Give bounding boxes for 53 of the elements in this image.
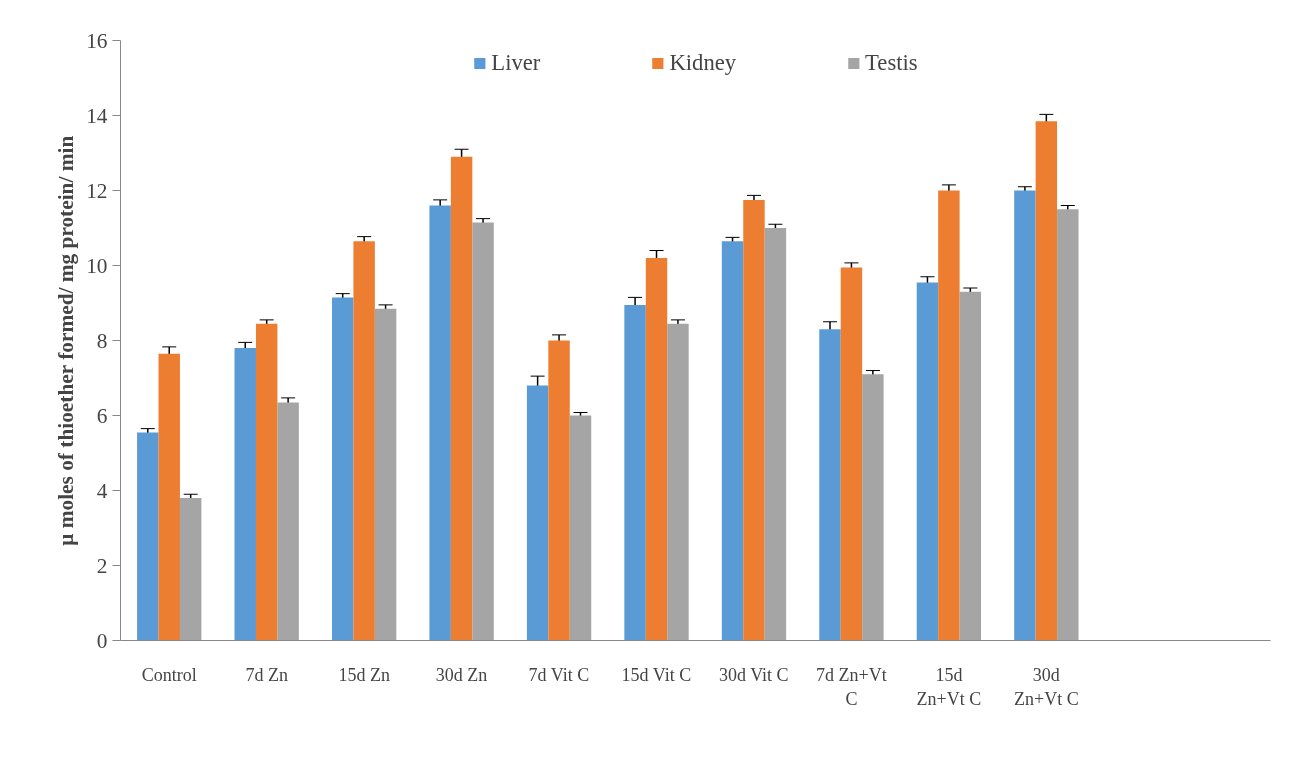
legend-label: Kidney <box>669 50 737 76</box>
bar <box>179 498 202 641</box>
x-tick-label: 30d Zn <box>435 664 488 685</box>
bar <box>255 323 278 641</box>
x-tick-label: 30d Zn+Vt C <box>1014 664 1079 709</box>
bar <box>158 353 180 641</box>
x-tick-label: 15d Zn <box>338 664 390 685</box>
bar <box>569 415 592 641</box>
x-tick-label: Control <box>141 664 197 685</box>
bar <box>234 348 256 641</box>
bar <box>1057 209 1079 641</box>
x-tick-label: 15d Vit C <box>621 664 692 685</box>
bar <box>472 222 494 641</box>
bar <box>938 190 960 641</box>
bar <box>548 340 570 641</box>
y-tick-label: 10 <box>86 253 108 278</box>
y-tick-label: 0 <box>96 628 108 653</box>
bar <box>374 308 397 641</box>
y-tick-label: 12 <box>86 178 108 203</box>
bar <box>862 374 884 641</box>
bar <box>840 267 863 641</box>
bar <box>743 199 765 641</box>
y-tick-label: 16 <box>86 28 108 53</box>
legend-label: Liver <box>491 50 541 76</box>
x-tick-label: 15d Zn+Vt C <box>916 664 982 709</box>
bar <box>721 241 744 641</box>
bar <box>450 156 473 641</box>
bar <box>916 282 939 641</box>
bar <box>819 329 841 641</box>
y-tick-label: 6 <box>96 403 108 428</box>
x-tick-label: 7d Vit C <box>528 664 590 685</box>
bar <box>624 304 646 641</box>
bar <box>645 258 668 641</box>
bar <box>764 228 787 641</box>
bar <box>277 402 299 641</box>
bar <box>667 323 689 641</box>
bar <box>959 291 982 641</box>
x-tick-label: 7d Zn <box>245 664 288 685</box>
y-tick-label: 4 <box>96 478 108 503</box>
x-tick-label: 30d Vit C <box>719 664 789 685</box>
bar <box>1014 190 1036 641</box>
bar <box>353 241 375 641</box>
bar <box>331 297 354 641</box>
bar <box>429 205 451 641</box>
y-tick-label: 2 <box>96 553 108 578</box>
bar <box>137 432 159 641</box>
bar <box>1035 121 1058 641</box>
bar <box>526 385 549 641</box>
y-tick-label: 8 <box>96 328 108 353</box>
legend-label: Testis <box>865 50 918 76</box>
y-tick-label: 14 <box>86 103 108 128</box>
x-tick-label: 7d Zn+Vt C <box>816 664 887 709</box>
y-axis-title: μ moles of thioether formed/ mg protein/ min <box>54 135 79 546</box>
